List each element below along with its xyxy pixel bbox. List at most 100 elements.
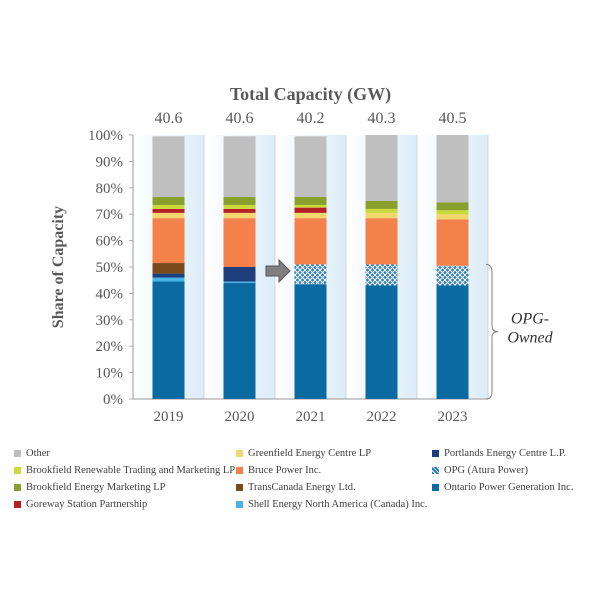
bar-segment-other-2022 — [365, 135, 398, 201]
bar-segment-bruce-power-inc-2022 — [365, 218, 398, 265]
bar-segment-greenfield-energy-centre-lp-2019 — [152, 212, 185, 219]
legend-label: Goreway Station Partnership — [26, 499, 148, 510]
bar-segment-greenfield-energy-centre-lp-2023 — [436, 214, 469, 220]
opg-owned-label: OPG- Owned — [507, 311, 553, 347]
chart-title: Total Capacity (GW) — [230, 84, 391, 105]
legend-item-goreway-station-partnership: Goreway Station Partnership — [14, 499, 236, 510]
legend-label: Ontario Power Generation Inc. — [444, 482, 574, 493]
total-capacity-label-2023: 40.5 — [439, 110, 467, 127]
legend-label: OPG (Atura Power) — [444, 465, 528, 476]
bar-segment-greenfield-energy-centre-lp-2021 — [294, 212, 327, 219]
legend-item-other: Other — [14, 448, 236, 459]
bar-segment-bruce-power-inc-2021 — [294, 218, 327, 265]
bar-segment-opg-atura-power-2022 — [365, 264, 398, 286]
bar-segment-brookfield-renewable-trading-and-marketing-lp-2020 — [223, 204, 256, 209]
y-tick-label: 0% — [103, 392, 123, 408]
bar-segment-brookfield-energy-marketing-lp-2023 — [436, 202, 469, 211]
y-tick-label: 30% — [96, 313, 124, 329]
legend-item-portlands-energy-centre-l-p: Portlands Energy Centre L.P. — [432, 448, 592, 459]
bar-segment-goreway-station-partnership-2020 — [223, 208, 256, 213]
legend-label: Portlands Energy Centre L.P. — [444, 448, 567, 459]
transition-arrow — [265, 258, 291, 284]
legend-swatch — [432, 450, 439, 457]
bar-segment-ontario-power-generation-inc-2020 — [223, 282, 256, 399]
legend-item-brookfield-energy-marketing-lp: Brookfield Energy Marketing LP — [14, 482, 236, 493]
y-tick-label: 20% — [96, 339, 124, 355]
y-axis-label: Share of Capacity — [50, 206, 67, 328]
bar-segment-brookfield-renewable-trading-and-marketing-lp-2023 — [436, 210, 469, 215]
bar-segment-brookfield-renewable-trading-and-marketing-lp-2021 — [294, 204, 327, 208]
bar-segment-greenfield-energy-centre-lp-2020 — [223, 212, 256, 219]
total-capacity-label-2020: 40.6 — [226, 110, 254, 127]
legend-swatch — [236, 467, 243, 474]
total-capacity-label-2019: 40.6 — [155, 110, 183, 127]
bar-segment-ontario-power-generation-inc-2023 — [436, 285, 469, 399]
bar-segment-goreway-station-partnership-2019 — [152, 208, 185, 213]
opg-owned-label-line: OPG- — [511, 311, 549, 328]
bar-segment-goreway-station-partnership-2021 — [294, 207, 327, 213]
total-capacity-label-2021: 40.2 — [297, 110, 325, 127]
legend-swatch — [236, 484, 243, 491]
bar-segment-brookfield-energy-marketing-lp-2021 — [294, 197, 327, 205]
bar-segment-ontario-power-generation-inc-2019 — [152, 281, 185, 399]
legend-swatch — [14, 484, 21, 491]
y-tick-label: 90% — [96, 154, 124, 170]
legend-item-opg-atura-power: OPG (Atura Power) — [432, 465, 592, 476]
y-tick-label: 40% — [96, 286, 124, 302]
bar-segment-portlands-energy-centre-l-p-2020 — [223, 267, 256, 282]
opg-owned-label-line: Owned — [507, 330, 553, 347]
x-tick-label-2021: 2021 — [296, 409, 326, 425]
legend-swatch — [432, 467, 439, 474]
bar-segment-bruce-power-inc-2019 — [152, 218, 185, 264]
y-tick-label: 70% — [96, 207, 124, 223]
legend-label: Bruce Power Inc. — [248, 465, 322, 476]
chart-legend: Other Greenfield Energy Centre LP Portland… — [14, 448, 594, 510]
total-capacity-label-2022: 40.3 — [368, 110, 396, 127]
bar-segment-shell-energy-north-america-canada-inc-2020 — [223, 281, 256, 283]
bar-segment-brookfield-energy-marketing-lp-2020 — [223, 197, 256, 205]
bar-segment-other-2019 — [152, 136, 185, 198]
legend-label: TransCanada Energy Ltd. — [248, 482, 356, 493]
legend-swatch — [14, 501, 21, 508]
bar-segment-opg-atura-power-2021 — [294, 264, 327, 285]
x-tick-label-2019: 2019 — [154, 409, 184, 425]
bar-segment-bruce-power-inc-2020 — [223, 218, 256, 267]
legend-swatch — [236, 501, 243, 508]
bar-segment-ontario-power-generation-inc-2021 — [294, 284, 327, 399]
legend-item-bruce-power-inc: Bruce Power Inc. — [236, 465, 432, 476]
bar-segment-opg-atura-power-2023 — [436, 265, 469, 286]
bar-segment-brookfield-energy-marketing-lp-2019 — [152, 197, 185, 205]
legend-label: Brookfield Energy Marketing LP — [26, 482, 166, 493]
bar-segment-bruce-power-inc-2023 — [436, 219, 469, 266]
y-tick-label: 100% — [88, 128, 123, 144]
bar-segment-transcanada-energy-ltd-2019 — [152, 263, 185, 274]
y-tick-label: 10% — [96, 366, 124, 382]
legend-label: Other — [26, 448, 50, 459]
legend-item-brookfield-renewable-trading-and-marketing-lp: Brookfield Renewable Trading and Marketi… — [14, 465, 236, 476]
bar-segment-portlands-energy-centre-l-p-2019 — [152, 273, 185, 278]
bar-segment-other-2020 — [223, 136, 256, 198]
legend-swatch — [236, 450, 243, 457]
legend-swatch — [14, 467, 21, 474]
y-tick-label: 60% — [96, 234, 124, 250]
opg-owned-bracket — [485, 263, 499, 400]
legend-swatch — [432, 484, 439, 491]
bar-segment-brookfield-renewable-trading-and-marketing-lp-2022 — [365, 208, 398, 213]
legend-label: Shell Energy North America (Canada) Inc. — [248, 499, 428, 510]
legend-label: Brookfield Renewable Trading and Marketi… — [26, 465, 236, 476]
legend-item-transcanada-energy-ltd: TransCanada Energy Ltd. — [236, 482, 432, 493]
chart-plot: Total Capacity (GW) 0% 10% 20% 30% 40% 50% 60% 7… — [50, 84, 554, 425]
bar-segment-other-2023 — [436, 135, 469, 203]
legend-swatch — [14, 450, 21, 457]
legend-item-greenfield-energy-centre-lp: Greenfield Energy Centre LP — [236, 448, 432, 459]
bar-segment-ontario-power-generation-inc-2022 — [365, 285, 398, 399]
x-tick-label-2023: 2023 — [438, 409, 468, 425]
bar-segment-brookfield-energy-marketing-lp-2022 — [365, 201, 398, 209]
bar-segment-greenfield-energy-centre-lp-2022 — [365, 212, 398, 219]
x-tick-label-2020: 2020 — [225, 409, 255, 425]
legend-label: Greenfield Energy Centre LP — [248, 448, 372, 459]
x-tick-label-2022: 2022 — [367, 409, 397, 425]
bar-segment-shell-energy-north-america-canada-inc-2019 — [152, 277, 185, 282]
y-tick-label: 80% — [96, 181, 124, 197]
